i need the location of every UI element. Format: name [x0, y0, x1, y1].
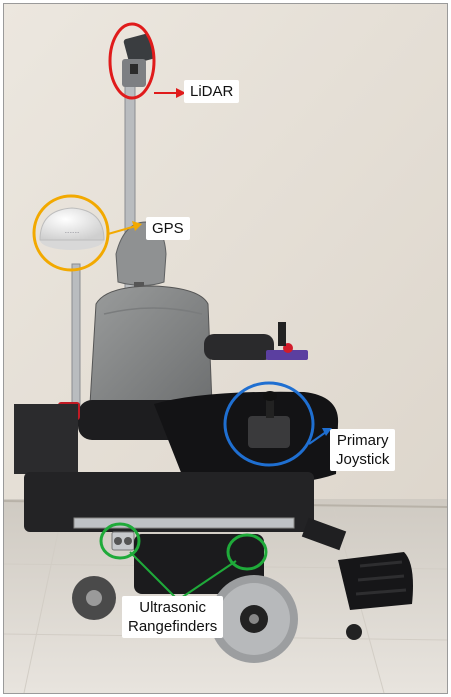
gps-arrow	[107, 221, 142, 235]
joystick-label-line1: Primary	[336, 432, 389, 449]
front-caster-wheel	[346, 624, 362, 640]
ultrasonic-label-line1: Ultrasonic	[139, 599, 206, 616]
ultrasonic-highlight-circle-right	[226, 533, 268, 571]
joystick-highlight-circle	[223, 381, 315, 467]
gps-mast	[71, 263, 81, 415]
gps-label-text: GPS	[152, 220, 184, 237]
wheelchair-illustration: ⋯⋯⋯ ~~~~	[4, 4, 447, 693]
ultrasonic-label: Ultrasonic Rangefinders	[122, 596, 224, 638]
aluminium-rail	[73, 517, 295, 529]
chassis-frame	[24, 472, 314, 532]
wheelchair-photo: ⋯⋯⋯ ~~~~	[3, 3, 448, 694]
lidar-label: LiDAR	[184, 80, 240, 103]
armrest-control-bar	[266, 350, 308, 360]
joystick-label: Primary Joystick	[330, 429, 396, 471]
rear-caster-wheel	[72, 576, 116, 620]
side-armrest	[204, 334, 274, 360]
ultrasonic-arrows	[129, 551, 237, 601]
drive-base	[134, 534, 264, 594]
footrest	[338, 552, 413, 610]
front-tray	[14, 404, 78, 474]
gps-label: GPS	[146, 217, 190, 240]
lidar-arrow	[154, 88, 186, 98]
lidar-highlight-circle	[108, 22, 156, 100]
svg-text:⋯⋯⋯: ⋯⋯⋯	[65, 230, 80, 236]
lidar-sensor	[122, 33, 155, 87]
ultrasonic-highlight-circle-left	[99, 522, 141, 560]
ultrasonic-label-line2: Rangefinders	[128, 618, 218, 635]
joystick-arrow	[308, 428, 332, 445]
gps-antenna: ⋯⋯⋯	[39, 207, 105, 250]
lidar-label-text: LiDAR	[190, 83, 234, 100]
ultrasonic-sensor-left	[111, 531, 135, 551]
drive-wheel	[210, 575, 298, 663]
joystick-label-line2: Joystick	[336, 451, 390, 468]
seat-back	[89, 285, 213, 412]
primary-joystick	[248, 391, 290, 448]
seat-cushion	[154, 391, 339, 485]
